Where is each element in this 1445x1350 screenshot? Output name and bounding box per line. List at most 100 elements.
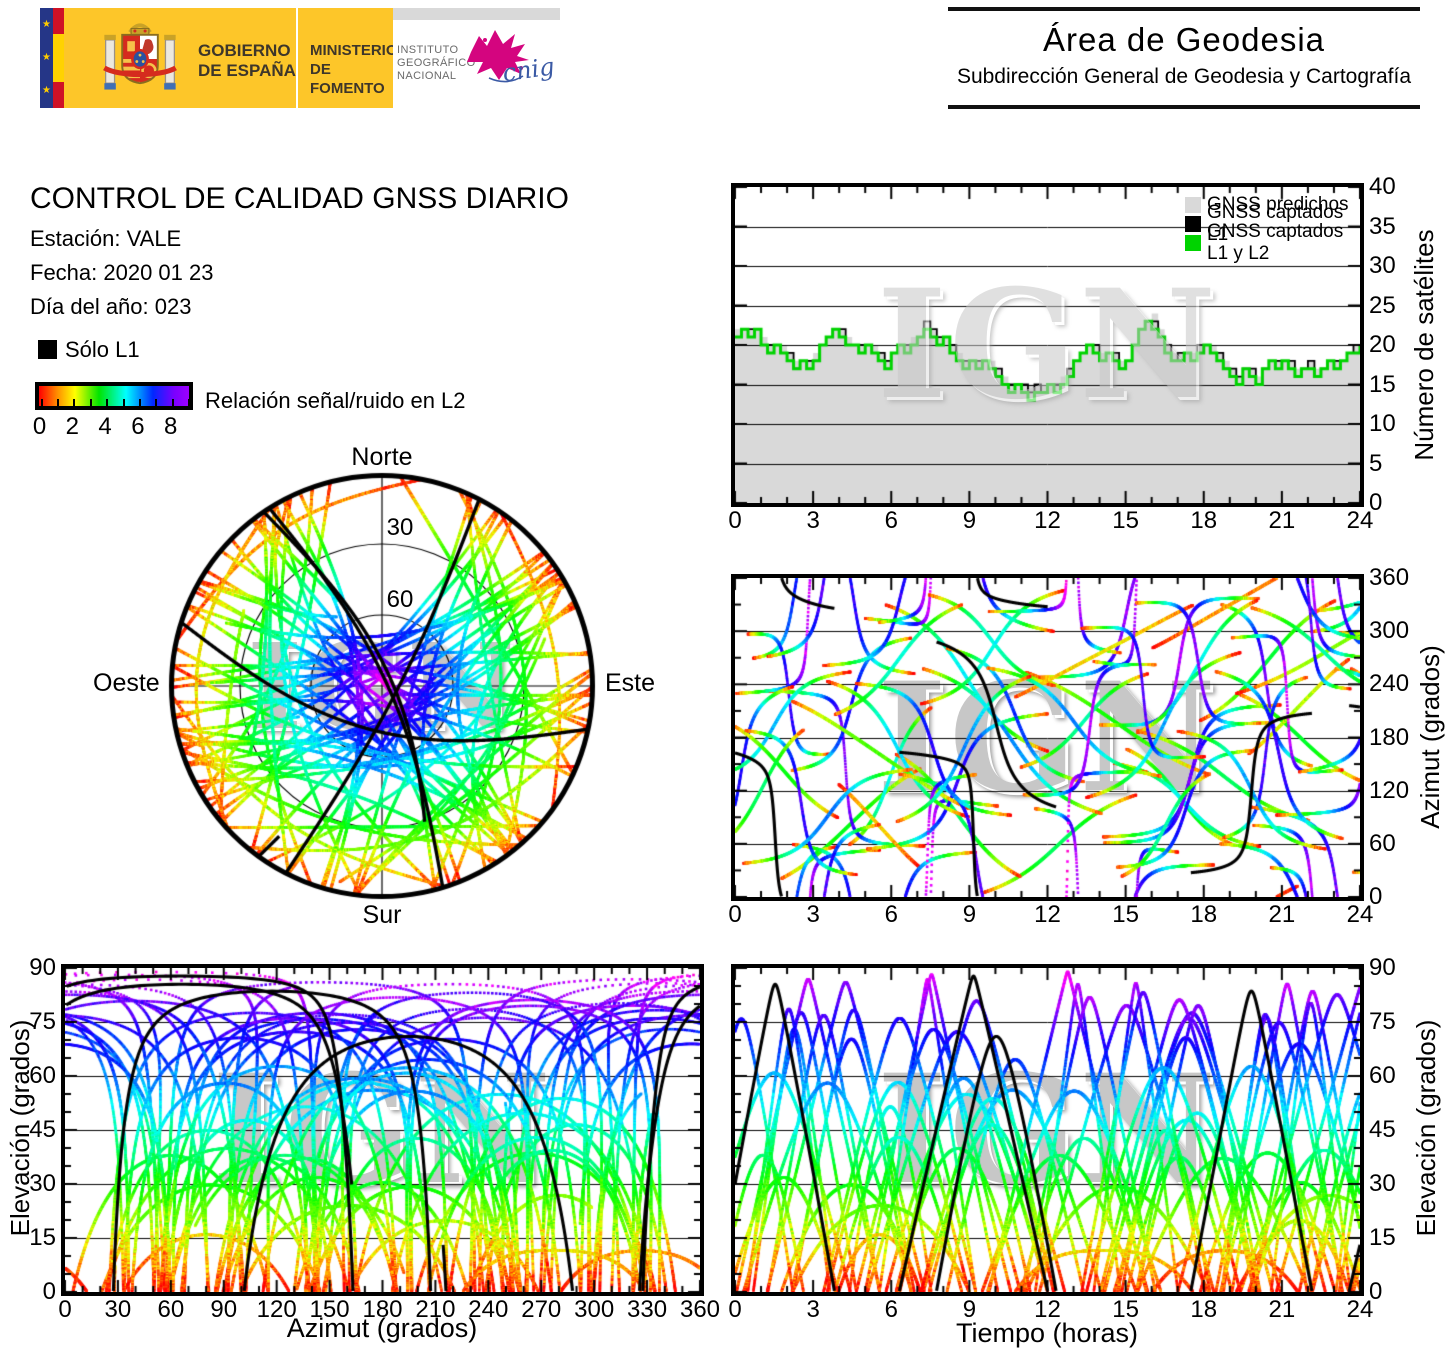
ign-cnig-block: INSTITUTO GEOGRÁFICO NACIONAL cnig <box>393 8 560 108</box>
tick-label: 9 <box>962 507 977 534</box>
y-axis-title-azimuth: Azimut (grados) <box>1415 645 1445 829</box>
tick-label: 270 <box>521 1296 562 1323</box>
tick-label: 21 <box>1268 1296 1296 1323</box>
tick-label: 8 <box>164 413 178 440</box>
solo-l1-label: Sólo L1 <box>65 337 140 362</box>
colorbar-tick <box>89 399 92 406</box>
snr-colorbar <box>35 382 193 410</box>
colorbar-tick <box>122 399 125 406</box>
x-axis-title-azimuth: Azimut (grados) <box>286 1313 478 1343</box>
tick-label: 24 <box>1346 1296 1374 1323</box>
legend-swatch <box>1185 215 1201 232</box>
legend-swatch <box>1185 234 1201 251</box>
y-axis-title-satcount: Número de satélites <box>1409 229 1439 461</box>
tick-label: 60 <box>1369 829 1396 857</box>
tick-label: 15 <box>1369 1224 1396 1251</box>
tick-label: 45 <box>1369 1116 1396 1143</box>
legend-row: GNSS predichos <box>1185 193 1360 215</box>
tick-label: 240 <box>468 1296 509 1323</box>
colorbar-tick <box>171 399 174 406</box>
tick-label: 150 <box>309 1296 350 1323</box>
station-line: Estación: VALE <box>30 226 182 251</box>
tick-label: 6 <box>131 413 145 440</box>
gray-strip <box>393 8 560 20</box>
solo-l1-swatch <box>38 340 57 359</box>
cnig-logo-icon: cnig <box>467 30 555 87</box>
gobierno-label: GOBIERNO DE ESPAÑA <box>198 41 296 80</box>
legend-label: GNSS predichos <box>1207 193 1349 215</box>
colorbar-tick <box>188 399 191 406</box>
legend-label: GNSS captados L1 <box>1207 201 1344 245</box>
y-axis-title-elevation-t: Elevación (grados) <box>1411 1019 1441 1237</box>
tick-label: 3 <box>806 1296 820 1323</box>
skyplot-east-label: Este <box>605 669 656 697</box>
tick-label: 15 <box>1112 901 1139 928</box>
tick-label: 9 <box>962 1296 977 1323</box>
tick-label: 180 <box>1369 723 1410 751</box>
tick-label: 24 <box>1346 507 1374 534</box>
elevation-time-chart: IGN <box>731 964 1364 1296</box>
instituto-geografico-label: INSTITUTO GEOGRÁFICO NACIONAL <box>397 44 476 82</box>
tick-label: 3 <box>806 901 820 928</box>
tick-label: 15 <box>1112 507 1139 534</box>
gobierno-yellow-block: GOBIERNO DE ESPAÑA MINISTERIO DE FOMENTO <box>64 8 398 108</box>
date-line: Fecha: 2020 01 23 <box>30 260 214 285</box>
tick-label: 15 <box>1369 370 1396 398</box>
tick-label: 9 <box>962 901 977 928</box>
cnig-script-text: cnig <box>501 52 555 87</box>
tick-label: 60 <box>29 1062 56 1089</box>
tick-label: 12 <box>1034 507 1061 534</box>
tick-label: 180 <box>362 1296 403 1323</box>
elevation-azimuth-chart: IGN <box>61 964 704 1296</box>
header-subtitle: Subdirección General de Geodesia y Carto… <box>956 65 1412 88</box>
colorbar-tick <box>73 399 76 406</box>
spain-flag-strip <box>53 8 64 108</box>
tick-label: 90 <box>1369 954 1396 981</box>
tick-label: 15 <box>29 1224 56 1251</box>
legend-swatch <box>1185 196 1201 213</box>
tick-label: 60 <box>386 586 414 613</box>
tick-label: 21 <box>1268 901 1296 928</box>
tick-label: 330 <box>627 1296 668 1323</box>
tick-label: 6 <box>884 901 898 928</box>
tick-label: 0 <box>42 1278 56 1305</box>
tick-label: 10 <box>1369 410 1396 437</box>
tick-label: 35 <box>1369 212 1396 240</box>
day-of-year-line: Día del año: 023 <box>30 294 192 319</box>
satellite-count-canvas <box>735 187 1360 503</box>
tick-label: 0 <box>728 507 742 534</box>
x-axis-title-tiempo: Tiempo (horas) <box>955 1318 1139 1348</box>
ign-watermark: IGN <box>876 257 1219 433</box>
skyplot-north-label: Norte <box>351 443 413 471</box>
tick-label: 25 <box>1369 291 1396 319</box>
elevation-azimuth-canvas <box>65 968 700 1292</box>
legend-label: GNSS captados L1 y L2 <box>1207 220 1344 264</box>
tick-label: 120 <box>1369 776 1410 804</box>
report-title: CONTROL DE CALIDAD GNSS DIARIO <box>30 182 569 215</box>
header-title: Área de Geodesia <box>1042 21 1325 58</box>
tick-label: 30 <box>1369 252 1396 279</box>
tick-label: 0 <box>1369 489 1383 516</box>
logo-divider <box>296 8 298 108</box>
tick-label: 0 <box>728 901 742 928</box>
azimuth-time-canvas <box>735 578 1360 897</box>
tick-label: 300 <box>1369 617 1410 645</box>
tick-label: 6 <box>884 1296 898 1323</box>
skyplot-west-label: Oeste <box>93 669 160 697</box>
tick-label: 90 <box>210 1296 238 1323</box>
tick-label: 2 <box>65 413 79 440</box>
skyplot: IGN <box>165 469 599 903</box>
tick-label: 300 <box>574 1296 615 1323</box>
ministerio-label: MINISTERIO DE FOMENTO <box>310 42 398 97</box>
tick-label: 12 <box>1034 1296 1061 1323</box>
tick-label: 0 <box>1369 883 1383 910</box>
tick-label: 60 <box>157 1296 185 1323</box>
tick-label: 12 <box>1034 901 1061 928</box>
skyplot-canvas <box>165 469 599 903</box>
colorbar-tick <box>106 399 109 406</box>
eu-flag-strip: ★ ★ ★ <box>40 8 53 108</box>
tick-label: 0 <box>1369 1278 1383 1305</box>
tick-label: 15 <box>1112 1296 1139 1323</box>
colorbar-tick <box>155 399 158 406</box>
